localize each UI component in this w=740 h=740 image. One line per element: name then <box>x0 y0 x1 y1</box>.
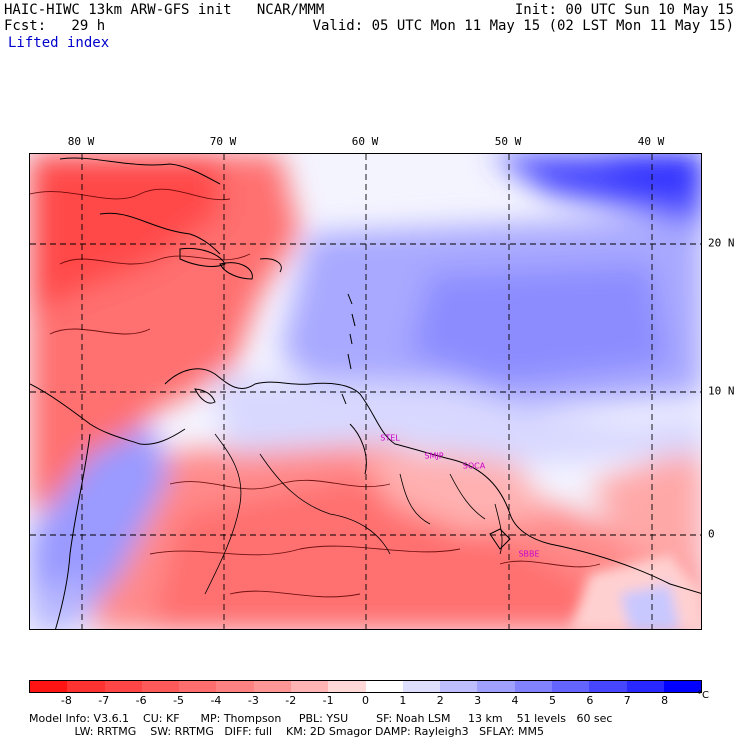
model-title: HAIC-HIWC 13km ARW-GFS init NCAR/MMM <box>4 2 325 18</box>
station-smjp: SMJP <box>424 451 444 461</box>
colorbar-tick-label: 0 <box>362 694 369 707</box>
colorbar-segment <box>179 681 217 692</box>
lat-label-10n: 10 N <box>708 384 735 398</box>
colorbar-tick-label: 2 <box>436 694 444 707</box>
colorbar-tick-label: 4 <box>511 694 519 707</box>
map-panel: STEL SMJP SOCA SBBE <box>29 153 702 630</box>
station-soca: SOCA <box>462 461 486 471</box>
colorbar-segment <box>290 681 329 692</box>
colorbar-segment <box>440 681 478 692</box>
colorbar-tick-label: -5 <box>173 694 185 707</box>
colorbar-segment <box>551 681 590 692</box>
forecast-hour: Fcst: 29 h <box>4 18 106 34</box>
lifted-index-field <box>30 154 701 629</box>
colorbar-tick-label: 1 <box>399 694 407 707</box>
init-time: Init: 00 UTC Sun 10 May 15 <box>514 2 734 18</box>
colorbar-tick-label: -4 <box>210 694 222 707</box>
colorbar-unit: °C <box>697 690 709 701</box>
colorbar-tick-label: 7 <box>623 694 631 707</box>
lat-label-20n: 20 N <box>708 236 735 250</box>
colorbar-tick-label: -6 <box>135 694 147 707</box>
colorbar-tick-label: 6 <box>586 694 594 707</box>
lat-label-0: 0 <box>708 527 715 541</box>
colorbar-segment <box>67 681 105 692</box>
colorbar-segment <box>104 681 142 692</box>
field-name: Lifted index <box>8 35 110 51</box>
colorbar-segment <box>663 681 702 692</box>
colorbar-tick-label: 8 <box>661 694 669 707</box>
model-info-line1: Model Info: V3.6.1 CU: KF MP: Thompson P… <box>29 712 613 725</box>
colorbar-segment <box>328 681 366 692</box>
colorbar-segment <box>626 681 664 692</box>
colorbar-tick-label: -2 <box>285 694 297 707</box>
colorbar <box>29 680 702 693</box>
colorbar-tick-label: -1 <box>322 694 334 707</box>
station-stel: STEL <box>380 433 400 443</box>
lon-label-70w: 70 W <box>209 135 237 148</box>
colorbar-segment <box>141 681 180 692</box>
lon-label-80w: 80 W <box>67 135 95 148</box>
lon-label-50w: 50 W <box>494 135 522 148</box>
colorbar-segment <box>514 681 552 692</box>
colorbar-segment <box>253 681 291 692</box>
colorbar-tick-label: 3 <box>474 694 482 707</box>
station-sbbe: SBBE <box>518 549 540 559</box>
colorbar-segment <box>30 681 68 692</box>
colorbar-segment <box>402 681 441 692</box>
colorbar-tick-label: -7 <box>98 694 110 707</box>
colorbar-tick-label: -8 <box>60 694 72 707</box>
colorbar-tick-label: 5 <box>548 694 556 707</box>
valid-time: Valid: 05 UTC Mon 11 May 15 (02 LST Mon … <box>312 18 734 34</box>
colorbar-segment <box>216 681 254 692</box>
model-info-line2: LW: RRTMG SW: RRTMG DIFF: full KM: 2D Sm… <box>29 725 544 738</box>
colorbar-segment <box>477 681 515 692</box>
colorbar-segment <box>589 681 627 692</box>
lon-label-60w: 60 W <box>351 135 379 148</box>
colorbar-segment <box>365 681 403 692</box>
colorbar-tick-label: -3 <box>247 694 259 707</box>
lon-label-40w: 40 W <box>637 135 665 148</box>
